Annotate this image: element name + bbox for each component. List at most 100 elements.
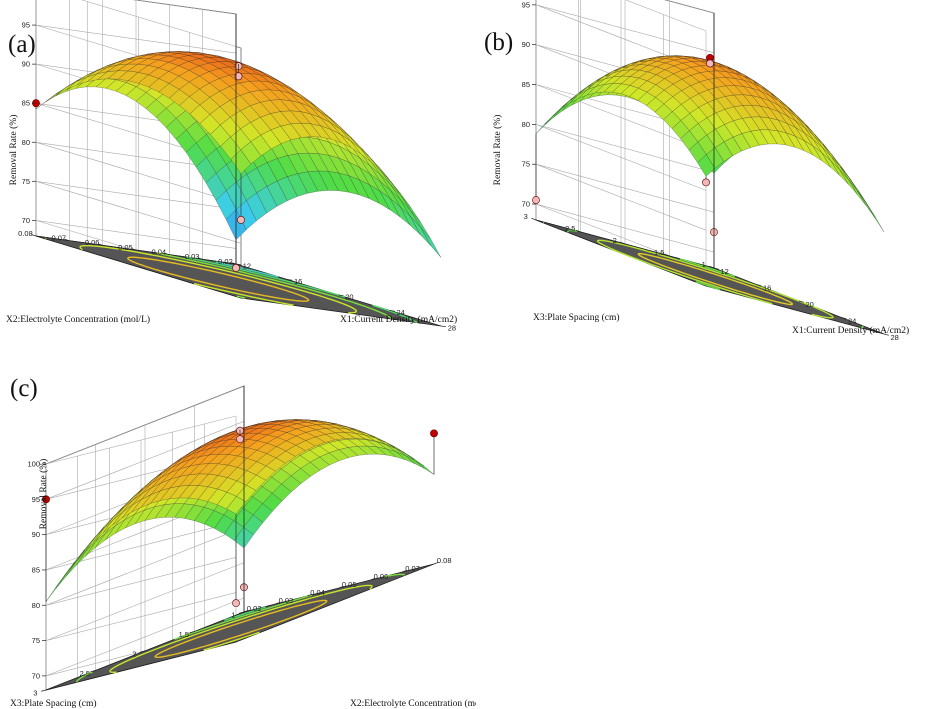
x-tick-label: 16 — [294, 277, 302, 286]
surface-cell — [45, 574, 66, 602]
y-tick-mark — [131, 248, 137, 251]
x-tick-label: 12 — [243, 262, 251, 271]
x-tick-mark — [307, 593, 313, 597]
z-tick-label: 80 — [522, 120, 530, 129]
x-tick-label: 0.07 — [405, 564, 420, 573]
z-tick-label: 90 — [32, 530, 40, 539]
floor-contour — [127, 256, 310, 302]
design-point — [232, 599, 240, 608]
y-axis-label: X2:Electrolyte Concentration (mol/L) — [6, 314, 150, 325]
y-axis-label: X3:Plate Spacing (cm) — [533, 312, 620, 323]
x-tick-label: 28 — [890, 333, 898, 342]
design-points — [32, 62, 245, 272]
x-tick-mark — [798, 300, 804, 303]
x-tick-mark — [433, 561, 439, 565]
floor-contour — [79, 244, 358, 314]
y-tick-mark — [189, 631, 195, 634]
y-tick-mark — [664, 253, 670, 257]
x-tick-mark — [287, 279, 293, 281]
x-tick-label: 0.04 — [310, 588, 325, 597]
surface-cell — [830, 160, 849, 185]
y-tick-mark — [90, 670, 96, 673]
x-tick-label: 0.08 — [437, 556, 452, 565]
z-tick-label: 70 — [22, 216, 30, 225]
y-tick-mark — [709, 265, 715, 269]
x-axis-label: X1:Current Density (mA/cm2) — [792, 325, 909, 336]
y-tick-label: 0.03 — [185, 252, 200, 261]
y-tick-label: 3 — [524, 212, 528, 221]
y-tick-label: 1 — [231, 611, 235, 620]
response-surface — [535, 55, 885, 232]
y-tick-label: 0.06 — [85, 238, 100, 247]
z-tick-label: 80 — [32, 601, 40, 610]
z-grid-line — [625, 0, 715, 32]
x-tick-mark — [756, 284, 762, 287]
floor — [35, 235, 442, 327]
surface-cell — [840, 166, 858, 192]
y-tick-label: 2.5 — [80, 669, 90, 678]
x-tick-label: 0.05 — [342, 580, 357, 589]
x-tick-mark — [841, 317, 847, 320]
response-surface — [45, 419, 435, 602]
y-tick-mark — [620, 241, 626, 245]
y-tick-label: 0.04 — [151, 247, 166, 256]
y-tick-label: 0.07 — [51, 233, 66, 242]
surface-plot-a: (a)70758085909510012162024280.020.030.04… — [6, 0, 457, 333]
x-tick-mark — [883, 333, 889, 336]
floor-contour — [44, 237, 47, 240]
z-axis-label: Removal Rate (%) — [8, 115, 19, 186]
design-point — [237, 215, 245, 224]
panel-label: (c) — [10, 375, 38, 402]
z-tick-label: 90 — [22, 60, 30, 69]
x-tick-mark — [338, 294, 344, 297]
design-point — [532, 196, 540, 204]
y-tick-mark — [575, 229, 581, 233]
surface-cell — [410, 216, 431, 246]
floor-contour — [236, 295, 246, 299]
floor-contour — [383, 573, 406, 578]
y-tick-mark — [41, 689, 47, 692]
x-tick-mark — [713, 267, 719, 270]
z-tick-label: 70 — [32, 671, 40, 680]
x-axis-label: X1:Current Density (mA/cm2) — [340, 314, 457, 325]
x-tick-label: 24 — [396, 308, 404, 317]
y-tick-label: 2.5 — [565, 224, 575, 233]
x-tick-mark — [275, 601, 281, 605]
y-tick-mark — [239, 611, 245, 614]
floor-contour — [109, 584, 373, 673]
surface-cell — [848, 179, 867, 206]
chart-panel-b: (b)707580859095100121620242811.522.53Rem… — [476, 0, 952, 354]
response-surface — [35, 51, 442, 258]
floor-contour — [215, 261, 279, 278]
floor-contour — [860, 325, 864, 329]
y-tick-label: 1 — [702, 260, 706, 269]
design-points — [42, 426, 438, 608]
x-axis-ticks: 12 16 20 24 28 — [713, 267, 899, 342]
z-tick-label: 75 — [32, 636, 40, 645]
surface-plot-b: (b)707580859095100121620242811.522.53Rem… — [484, 0, 909, 342]
y-tick-label: 1.5 — [654, 248, 664, 257]
y-tick-mark — [531, 217, 537, 221]
x-tick-label: 20 — [345, 293, 353, 302]
z-tick-label: 85 — [22, 99, 30, 108]
floor-contour — [372, 304, 418, 324]
x-tick-mark — [243, 609, 249, 613]
design-point — [702, 178, 710, 187]
floor-contour — [637, 252, 794, 306]
x-tick-label: 0.06 — [374, 572, 389, 581]
floor-plane — [535, 219, 885, 335]
y-tick-label: 3 — [33, 689, 37, 698]
design-point — [234, 72, 243, 81]
surface-plot-c: (c)7075808590951000.020.030.040.050.060.… — [10, 375, 476, 709]
x-tick-label: 0.03 — [279, 596, 294, 605]
chart-panel-c: (c) 70 75 80 85 90 95 100 0.02 0.03 0.04 0.05 0.06 0.… — [0, 354, 476, 709]
z-tick-label: 100 — [27, 460, 40, 469]
floor — [535, 219, 885, 335]
floor-contour — [174, 594, 313, 641]
floor-contour — [186, 256, 346, 298]
x-tick-mark — [338, 585, 344, 589]
z-tick-label: 85 — [32, 565, 40, 574]
y-tick-label: 0.02 — [218, 257, 233, 266]
y-axis-ticks: 1 1.5 2 2.5 3 — [524, 212, 715, 269]
